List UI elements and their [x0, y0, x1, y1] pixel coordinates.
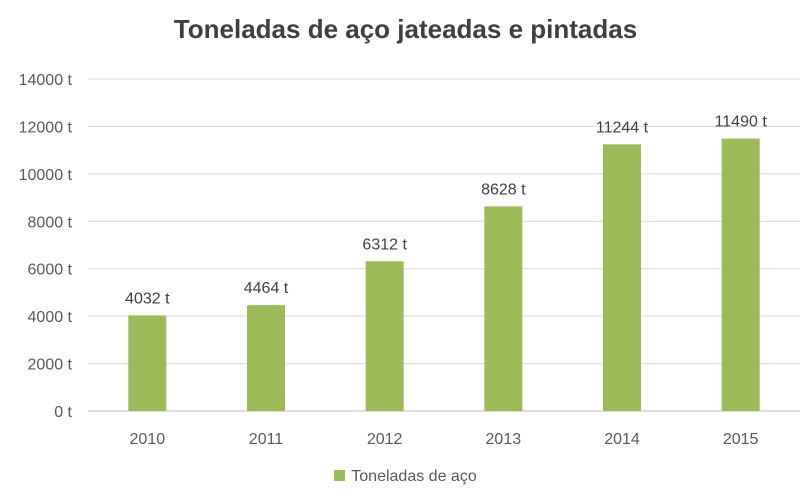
legend-label: Toneladas de aço — [351, 468, 477, 485]
data-labels: 4032 t 4464 t 6312 t 8628 t 11244 t 11490 t — [125, 114, 767, 308]
x-tick-label: 2013 — [486, 431, 522, 448]
data-label: 11244 t — [596, 119, 649, 136]
data-label: 6312 t — [362, 236, 407, 253]
data-label: 8628 t — [481, 181, 526, 198]
y-tick-label: 6000 t — [28, 262, 73, 279]
x-axis-tick-labels: 2010 2011 2012 2013 2014 2015 — [130, 431, 759, 448]
x-tick-label: 2014 — [604, 431, 640, 448]
y-tick-label: 14000 t — [19, 72, 73, 89]
bar — [721, 138, 760, 411]
y-tick-label: 4000 t — [28, 309, 73, 326]
x-tick-label: 2011 — [249, 431, 284, 448]
y-tick-label: 12000 t — [19, 119, 73, 136]
chart-title: Toneladas de aço jateadas e pintadas — [173, 14, 638, 44]
y-tick-label: 2000 t — [28, 357, 73, 374]
bars — [128, 138, 760, 411]
y-tick-label: 8000 t — [28, 214, 73, 231]
bar — [247, 305, 285, 411]
bar — [603, 144, 641, 411]
x-tick-label: 2010 — [130, 431, 166, 448]
data-label: 11490 t — [715, 114, 768, 131]
x-tick-label: 2015 — [723, 431, 759, 448]
x-tick-label: 2012 — [367, 431, 403, 448]
bar — [484, 206, 523, 411]
legend-swatch — [334, 470, 346, 481]
y-axis-tick-labels: 0 t 2000 t 4000 t 6000 t 8000 t 10000 t 12000 … — [19, 72, 73, 421]
data-label: 4032 t — [125, 290, 170, 307]
legend: Toneladas de aço — [0, 468, 811, 486]
y-tick-label: 0 t — [54, 404, 72, 421]
bar — [128, 315, 167, 411]
data-label: 4464 t — [244, 280, 289, 297]
y-tick-label: 10000 t — [19, 167, 73, 184]
gridlines — [88, 78, 800, 412]
bar — [365, 261, 404, 411]
